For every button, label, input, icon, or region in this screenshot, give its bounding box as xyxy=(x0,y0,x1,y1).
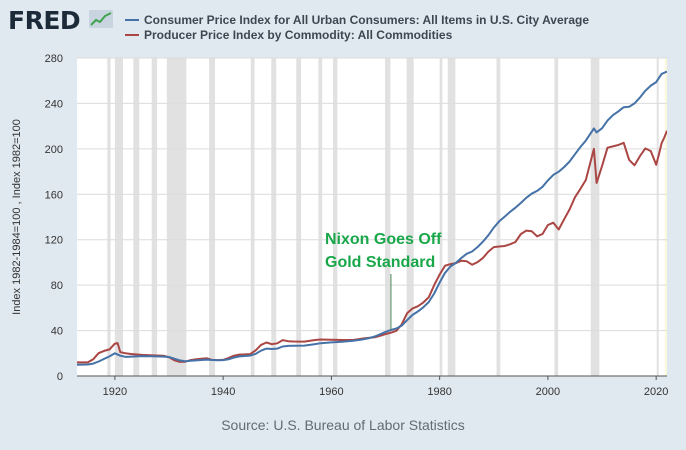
trend-line-icon xyxy=(89,10,113,28)
recession-shade xyxy=(447,58,456,376)
source-note: Source: U.S. Bureau of Labor Statistics xyxy=(221,417,465,433)
recession-shade xyxy=(590,58,600,376)
recession-shade xyxy=(271,58,277,376)
recession-shade xyxy=(318,58,323,376)
recession-shade xyxy=(384,58,391,376)
plot-background xyxy=(77,58,667,376)
annotation-text: Nixon Goes Off xyxy=(325,231,442,248)
legend-swatch-cpi xyxy=(125,18,139,21)
recession-shade xyxy=(554,58,559,376)
recession-shade xyxy=(296,58,302,376)
x-tick-label: 1940 xyxy=(211,386,235,398)
legend-swatch-ppi xyxy=(125,33,139,36)
chart-legend: Consumer Price Index for All Urban Consu… xyxy=(125,12,589,42)
recession-shade xyxy=(406,58,414,376)
y-tick-label: 160 xyxy=(45,189,63,201)
y-axis-label: Index 1982-1984=100 , Index 1982=100 xyxy=(11,119,23,315)
x-tick-label: 2000 xyxy=(536,386,560,398)
recession-shade xyxy=(439,58,443,376)
fred-logo: FRED xyxy=(8,6,81,35)
y-tick-label: 120 xyxy=(45,235,63,247)
recession-shade xyxy=(166,58,187,376)
legend-label-ppi: Producer Price Index by Commodity: All C… xyxy=(144,27,453,42)
y-tick-label: 40 xyxy=(51,326,63,338)
y-tick-label: 200 xyxy=(45,144,63,156)
y-tick-label: 240 xyxy=(45,98,63,110)
recession-shade xyxy=(151,58,158,376)
legend-label-cpi: Consumer Price Index for All Urban Consu… xyxy=(144,12,589,27)
annotation-text: Gold Standard xyxy=(325,254,435,271)
recession-shade xyxy=(250,58,255,376)
recession-shade xyxy=(656,58,659,376)
x-tick-label: 2020 xyxy=(644,386,668,398)
recession-shade xyxy=(496,58,501,376)
recession-shade xyxy=(114,58,124,376)
recession-shade xyxy=(209,58,216,376)
legend-item-cpi[interactable]: Consumer Price Index for All Urban Consu… xyxy=(125,12,589,27)
recession-shade xyxy=(133,58,140,376)
x-tick-label: 1920 xyxy=(103,386,127,398)
y-tick-label: 80 xyxy=(51,280,63,292)
preliminary-shade xyxy=(664,58,667,376)
recession-shade xyxy=(333,58,338,376)
legend-item-ppi[interactable]: Producer Price Index by Commodity: All C… xyxy=(125,27,589,42)
y-tick-label: 0 xyxy=(57,371,63,383)
y-tick-label: 280 xyxy=(45,53,63,65)
series-line-cpi xyxy=(77,70,667,366)
recession-shade xyxy=(107,58,111,376)
x-tick-label: 1960 xyxy=(319,386,343,398)
x-tick-label: 1980 xyxy=(427,386,451,398)
